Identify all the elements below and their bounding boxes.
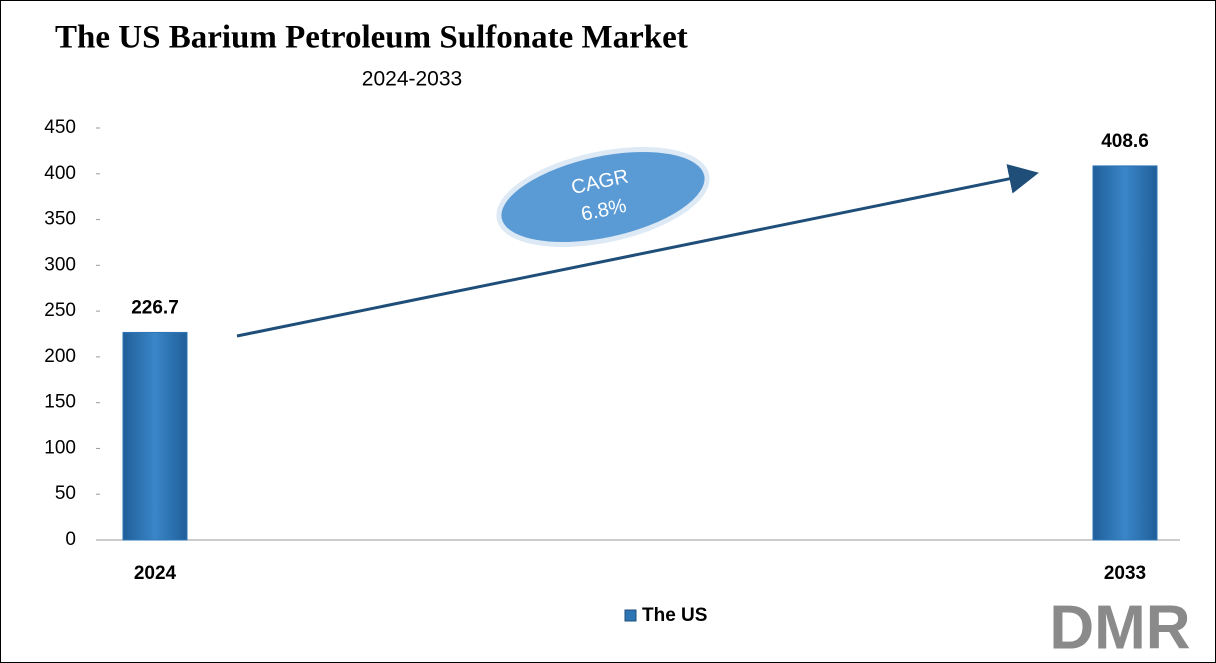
y-tick-label: 300: [44, 254, 76, 275]
value-label: 408.6: [1101, 131, 1149, 152]
legend-label: The US: [642, 605, 707, 626]
y-tick-label: 250: [44, 300, 76, 321]
logo: DMR: [1049, 593, 1190, 662]
y-tick-label: 0: [65, 529, 76, 550]
x-tick-label: 2024: [134, 563, 177, 584]
chart-title: The US Barium Petroleum Sulfonate Market: [55, 20, 688, 56]
y-tick-label: 150: [44, 392, 76, 413]
y-tick-label: 200: [44, 346, 76, 367]
cagr-ellipse: [496, 147, 710, 247]
y-tick-label: 400: [44, 163, 76, 184]
cagr-badge: [496, 147, 710, 247]
bar: [1092, 165, 1158, 541]
legend-swatch: [624, 609, 637, 622]
x-tick-label: 2033: [1104, 563, 1146, 584]
trend-arrow: [236, 164, 1039, 338]
y-tick-label: 50: [55, 483, 76, 504]
y-tick-label: 100: [44, 437, 76, 458]
y-tick-label: 350: [44, 209, 76, 230]
chart-subtitle: 2024-2033: [362, 68, 462, 91]
y-tick-label: 450: [44, 117, 76, 138]
value-label: 226.7: [131, 297, 179, 318]
bar: [122, 331, 188, 541]
